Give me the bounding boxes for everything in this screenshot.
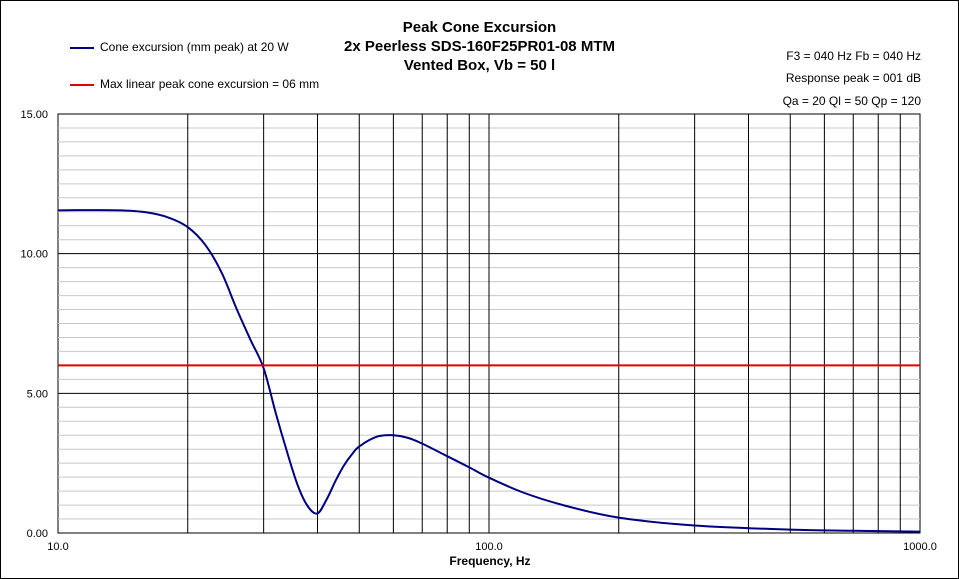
x-axis-label: Frequency, Hz xyxy=(449,554,531,568)
legend-item-cone-excursion: Cone excursion (mm peak) at 20 W xyxy=(70,39,289,55)
legend-label-cone-excursion: Cone excursion (mm peak) at 20 W xyxy=(100,40,289,54)
y-tick-label: 0.00 xyxy=(27,528,48,540)
legend-swatch-red xyxy=(70,83,94,86)
info-response-peak: Response peak = 001 dB xyxy=(785,71,921,85)
info-f3-fb: F3 = 040 Hz Fb = 040 Hz xyxy=(786,49,921,63)
x-tick-label: 10.0 xyxy=(47,541,68,553)
legend-label-max-linear: Max linear peak cone excursion = 06 mm xyxy=(100,77,320,91)
y-tick-label: 15.00 xyxy=(20,109,48,121)
chart-title: Peak Cone Excursion xyxy=(402,19,557,36)
legend-swatch-navy xyxy=(70,46,94,49)
chart-subtitle: 2x Peerless SDS-160F25PR01-08 MTM xyxy=(344,38,615,55)
info-q-values: Qa = 20 Ql = 50 Qp = 120 xyxy=(782,94,921,108)
x-tick-label: 100.0 xyxy=(475,541,503,553)
y-tick-label: 5.00 xyxy=(27,388,48,400)
series-line-cone-excursion xyxy=(57,209,921,533)
y-tick-label: 10.00 xyxy=(20,249,48,261)
legend-item-max-linear: Max linear peak cone excursion = 06 mm xyxy=(70,76,319,92)
x-tick-label: 1000.0 xyxy=(903,541,937,553)
chart-subtitle-2: Vented Box, Vb = 50 l xyxy=(403,57,556,74)
